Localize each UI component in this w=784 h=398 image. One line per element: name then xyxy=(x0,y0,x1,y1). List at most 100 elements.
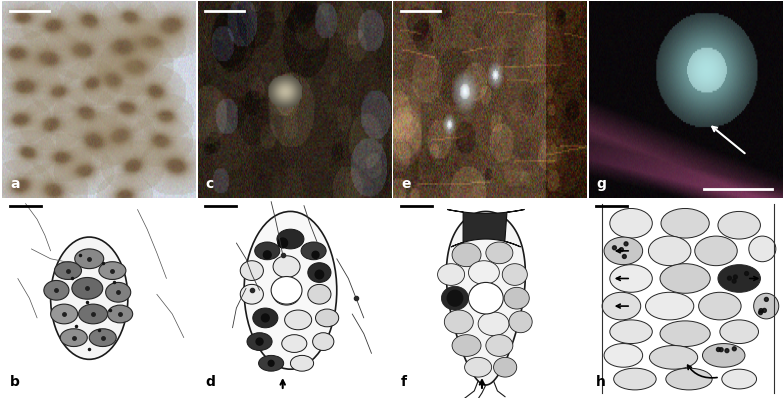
Ellipse shape xyxy=(445,310,474,334)
Text: b: b xyxy=(10,375,20,389)
Circle shape xyxy=(256,338,263,345)
Ellipse shape xyxy=(255,242,280,260)
Ellipse shape xyxy=(610,209,652,238)
Ellipse shape xyxy=(478,312,509,336)
Text: a: a xyxy=(10,177,20,191)
Circle shape xyxy=(447,290,463,306)
Circle shape xyxy=(717,347,720,351)
Ellipse shape xyxy=(486,242,513,264)
Ellipse shape xyxy=(661,209,710,238)
Ellipse shape xyxy=(273,283,300,305)
Circle shape xyxy=(315,270,324,279)
Ellipse shape xyxy=(74,249,103,269)
Ellipse shape xyxy=(503,264,528,285)
Ellipse shape xyxy=(259,355,284,371)
Circle shape xyxy=(292,287,297,293)
Ellipse shape xyxy=(315,309,339,327)
Ellipse shape xyxy=(277,229,304,249)
Ellipse shape xyxy=(602,292,641,320)
Ellipse shape xyxy=(89,329,116,347)
Text: c: c xyxy=(205,177,214,191)
Ellipse shape xyxy=(252,308,278,328)
Ellipse shape xyxy=(509,311,532,333)
Ellipse shape xyxy=(604,237,643,265)
Ellipse shape xyxy=(469,283,503,314)
Ellipse shape xyxy=(308,285,331,304)
Ellipse shape xyxy=(44,281,69,300)
Ellipse shape xyxy=(666,368,712,390)
Circle shape xyxy=(759,308,763,312)
Ellipse shape xyxy=(107,305,132,323)
Ellipse shape xyxy=(504,287,529,309)
Circle shape xyxy=(732,279,736,283)
Ellipse shape xyxy=(240,285,263,304)
Ellipse shape xyxy=(610,320,652,343)
Ellipse shape xyxy=(494,357,517,377)
Ellipse shape xyxy=(99,262,126,279)
Ellipse shape xyxy=(648,236,691,265)
Circle shape xyxy=(719,348,723,352)
Circle shape xyxy=(312,251,319,258)
Ellipse shape xyxy=(244,211,337,369)
Ellipse shape xyxy=(465,357,492,377)
Ellipse shape xyxy=(610,265,652,292)
Ellipse shape xyxy=(486,335,513,356)
Ellipse shape xyxy=(452,335,481,356)
Ellipse shape xyxy=(614,368,656,390)
Circle shape xyxy=(764,297,768,301)
Ellipse shape xyxy=(699,292,741,320)
Ellipse shape xyxy=(72,277,103,299)
Ellipse shape xyxy=(452,243,481,267)
Ellipse shape xyxy=(51,304,78,324)
Ellipse shape xyxy=(749,236,776,262)
Ellipse shape xyxy=(718,211,760,239)
Text: e: e xyxy=(401,177,410,191)
Ellipse shape xyxy=(720,320,758,343)
Circle shape xyxy=(624,242,628,246)
Ellipse shape xyxy=(469,261,499,285)
Circle shape xyxy=(725,349,729,353)
Ellipse shape xyxy=(247,333,272,351)
Text: g: g xyxy=(597,177,606,191)
Text: d: d xyxy=(205,375,216,389)
Circle shape xyxy=(262,314,269,322)
Ellipse shape xyxy=(695,236,737,265)
Circle shape xyxy=(759,311,763,314)
Ellipse shape xyxy=(660,321,710,347)
Circle shape xyxy=(728,276,731,280)
Text: f: f xyxy=(401,375,407,389)
Circle shape xyxy=(734,275,737,279)
Circle shape xyxy=(763,308,766,312)
Circle shape xyxy=(622,254,626,258)
Circle shape xyxy=(278,238,288,248)
Ellipse shape xyxy=(722,369,757,389)
Ellipse shape xyxy=(78,304,107,324)
Ellipse shape xyxy=(285,310,312,330)
Ellipse shape xyxy=(470,283,503,309)
Ellipse shape xyxy=(753,293,779,319)
Ellipse shape xyxy=(649,345,698,369)
Ellipse shape xyxy=(441,287,469,310)
Ellipse shape xyxy=(308,263,331,283)
Ellipse shape xyxy=(60,329,87,347)
Ellipse shape xyxy=(240,261,263,281)
Ellipse shape xyxy=(702,343,745,367)
Circle shape xyxy=(619,248,623,252)
Ellipse shape xyxy=(51,237,128,359)
Ellipse shape xyxy=(437,264,465,285)
Circle shape xyxy=(268,360,274,366)
Text: h: h xyxy=(597,375,606,389)
Ellipse shape xyxy=(313,333,334,351)
Ellipse shape xyxy=(290,355,314,371)
Ellipse shape xyxy=(604,343,643,367)
Ellipse shape xyxy=(301,242,326,260)
Circle shape xyxy=(745,271,749,275)
PathPatch shape xyxy=(446,211,525,385)
Circle shape xyxy=(263,251,271,259)
Ellipse shape xyxy=(271,277,302,304)
Circle shape xyxy=(612,246,616,250)
Ellipse shape xyxy=(106,283,131,302)
Ellipse shape xyxy=(718,265,760,292)
Ellipse shape xyxy=(660,264,710,293)
Circle shape xyxy=(732,347,736,351)
